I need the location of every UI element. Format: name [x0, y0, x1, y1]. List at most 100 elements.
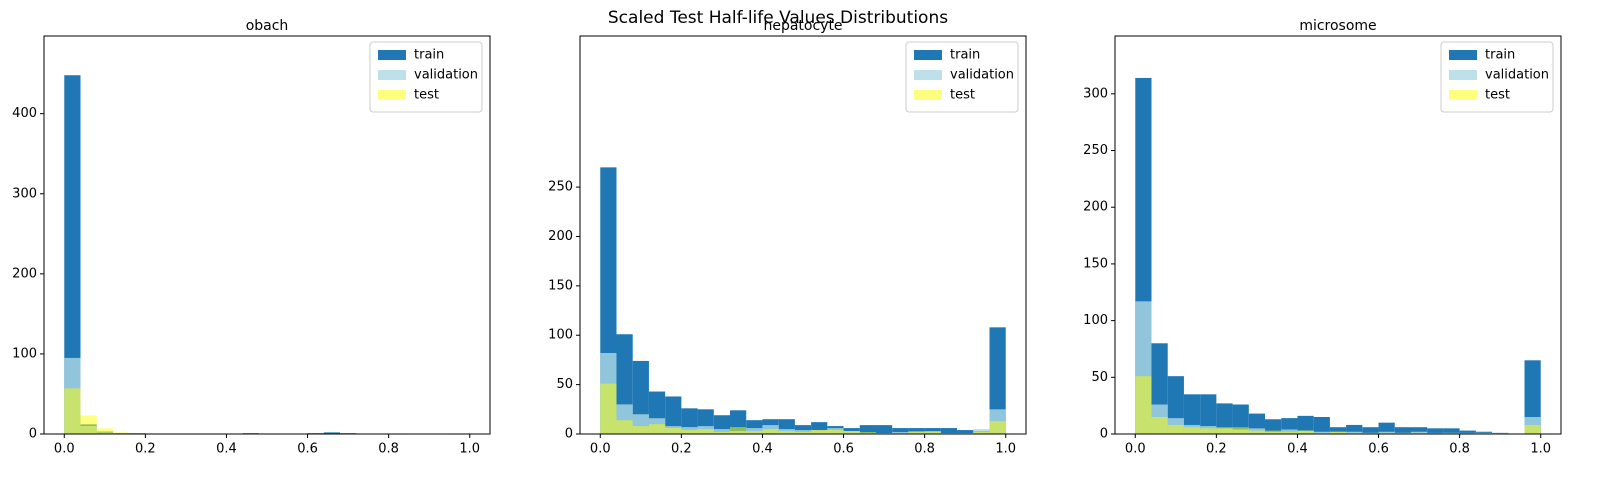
y-tick-label: 50	[556, 377, 573, 392]
legend-label: validation	[414, 68, 478, 83]
x-tick-label: 0.8	[1449, 442, 1470, 457]
bar	[1216, 403, 1233, 434]
y-tick-label: 200	[548, 229, 573, 244]
bar	[1297, 415, 1314, 434]
legend-swatch	[1449, 90, 1477, 100]
bar	[323, 432, 340, 434]
x-tick-label: 1.0	[1530, 442, 1551, 457]
bar	[827, 430, 844, 434]
bar	[973, 432, 990, 434]
bar	[1135, 376, 1152, 434]
bar	[875, 425, 893, 434]
y-tick-label: 250	[1083, 143, 1108, 158]
y-tick-label: 200	[1083, 200, 1108, 215]
x-tick-label: 0.2	[135, 442, 156, 457]
bar	[1200, 394, 1217, 434]
legend-swatch	[914, 70, 942, 80]
legend-label: test	[1485, 88, 1510, 103]
bar	[1151, 416, 1168, 434]
x-tick-label: 0.6	[1368, 442, 1389, 457]
x-tick-label: 0.0	[590, 442, 611, 457]
bar	[1394, 432, 1411, 434]
bar	[665, 428, 682, 434]
bar	[1329, 431, 1347, 434]
x-tick-label: 0.4	[1287, 442, 1308, 457]
bar	[697, 429, 714, 434]
bar	[1492, 432, 1509, 434]
bar	[1216, 427, 1233, 434]
bar	[1410, 427, 1428, 434]
bar	[1232, 427, 1249, 434]
y-tick-label: 300	[1083, 86, 1108, 101]
bar	[859, 432, 876, 434]
bar	[1443, 432, 1460, 434]
y-tick-label: 0	[29, 427, 37, 442]
bar	[794, 425, 812, 434]
y-tick-label: 50	[1091, 370, 1108, 385]
bar	[1475, 432, 1493, 434]
legend-label: test	[950, 88, 975, 103]
legend-label: train	[950, 48, 980, 63]
bar	[632, 426, 649, 434]
legend-swatch	[1449, 70, 1477, 80]
bar	[730, 427, 747, 434]
y-tick-label: 250	[548, 180, 573, 195]
legend-swatch	[1449, 50, 1477, 60]
bar	[665, 396, 682, 434]
bar	[1200, 428, 1217, 434]
bar	[1443, 428, 1460, 434]
legend-label: validation	[950, 68, 1014, 83]
bar	[1248, 430, 1266, 434]
legend-label: train	[1485, 48, 1515, 63]
legend-swatch	[378, 90, 406, 100]
y-tick-label: 0	[1100, 427, 1108, 442]
bar	[1459, 430, 1476, 434]
y-tick-label: 200	[12, 266, 37, 281]
bar	[1346, 432, 1363, 434]
bar	[908, 431, 925, 434]
y-tick-label: 300	[12, 186, 37, 201]
x-tick-label: 1.0	[459, 442, 480, 457]
bar	[681, 430, 698, 434]
y-tick-label: 100	[12, 346, 37, 361]
x-tick-label: 0.0	[54, 442, 75, 457]
bar	[940, 428, 958, 434]
bar	[1183, 394, 1201, 434]
bar	[1378, 432, 1395, 434]
bar	[1313, 432, 1330, 434]
bar	[64, 388, 81, 434]
legend-swatch	[914, 50, 942, 60]
bar	[713, 429, 731, 434]
bar	[1297, 430, 1314, 434]
bar	[80, 415, 97, 434]
bar	[843, 431, 860, 434]
bar	[859, 425, 876, 434]
subplot: 0.0 0.2 0.4 0.6 0.8 1.0 0 100 200 300 400 obach trai…	[12, 18, 491, 457]
x-tick-label: 0.8	[914, 442, 935, 457]
bar	[1167, 424, 1184, 434]
bar	[96, 428, 113, 434]
y-tick-label: 400	[12, 106, 37, 121]
bar	[973, 429, 990, 434]
bar	[616, 420, 633, 434]
bar	[1281, 431, 1298, 434]
bar	[1362, 432, 1379, 434]
x-tick-label: 0.4	[216, 442, 237, 457]
legend-swatch	[378, 50, 406, 60]
bar	[1329, 427, 1347, 434]
y-tick-label: 150	[1083, 256, 1108, 271]
bar	[957, 430, 974, 434]
bar	[112, 432, 130, 434]
x-tick-label: 0.0	[1125, 442, 1146, 457]
subplot-title: hepatocyte	[763, 18, 842, 34]
legend-label: validation	[1485, 68, 1549, 83]
legend-label: train	[414, 48, 444, 63]
bar	[1394, 427, 1411, 434]
bar	[713, 432, 731, 434]
bar	[762, 429, 779, 434]
y-tick-label: 150	[548, 278, 573, 293]
x-tick-label: 0.6	[833, 442, 854, 457]
bar	[989, 421, 1006, 434]
bar	[64, 75, 81, 434]
